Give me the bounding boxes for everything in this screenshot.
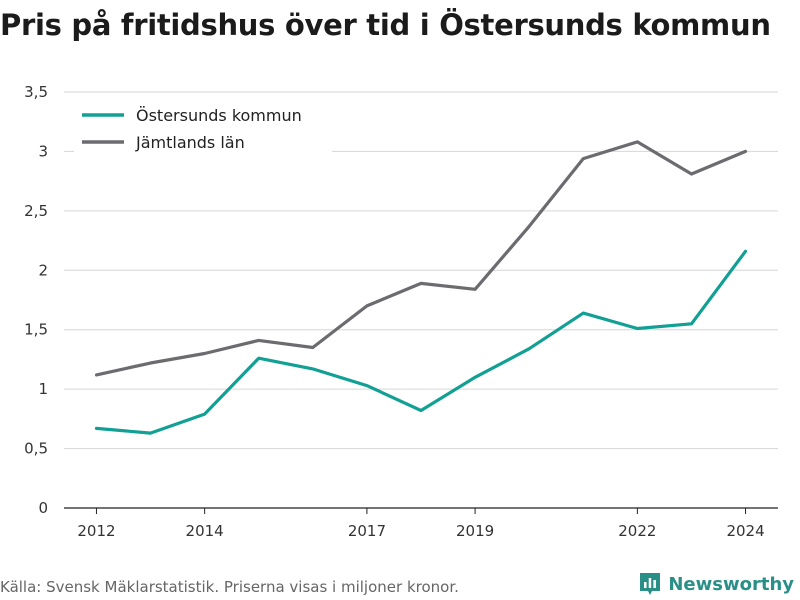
x-tick-label: 2017 bbox=[348, 522, 386, 540]
x-tick-label: 2024 bbox=[726, 522, 764, 540]
source-note: Källa: Svensk Mäklarstatistik. Priserna … bbox=[0, 578, 459, 596]
x-tick-label: 2019 bbox=[456, 522, 494, 540]
y-tick-label: 0,5 bbox=[24, 440, 48, 458]
grid-lines bbox=[64, 91, 778, 509]
y-tick-label: 1 bbox=[38, 380, 48, 398]
legend: Östersunds kommun Jämtlands län bbox=[74, 100, 332, 154]
chart-title: Pris på fritidshus över tid i Östersunds… bbox=[0, 8, 771, 42]
legend-background bbox=[74, 100, 332, 154]
legend-label: Östersunds kommun bbox=[136, 106, 302, 125]
legend-label: Jämtlands län bbox=[135, 133, 245, 152]
brand-logo[interactable]: Newsworthy bbox=[638, 569, 794, 599]
y-tick-label: 0 bbox=[38, 499, 48, 517]
y-axis-ticks: 0 0,5 1 1,5 2 2,5 3 3,5 bbox=[24, 83, 48, 517]
y-tick-label: 3,5 bbox=[24, 83, 48, 101]
series-line-ostersunds-kommun bbox=[94, 249, 748, 435]
y-tick-label: 1,5 bbox=[24, 321, 48, 339]
y-tick-label: 2,5 bbox=[24, 202, 48, 220]
x-tick-label: 2012 bbox=[77, 522, 115, 540]
y-tick-label: 2 bbox=[38, 261, 48, 279]
x-tick-label: 2022 bbox=[618, 522, 656, 540]
series-line-jamtlands-lan bbox=[94, 140, 748, 377]
brand-name: Newsworthy bbox=[668, 573, 794, 595]
series-lines bbox=[94, 140, 748, 435]
x-axis-ticks: 2012 2014 2017 2019 2022 2024 bbox=[77, 508, 765, 540]
x-tick-label: 2014 bbox=[186, 522, 224, 540]
y-tick-label: 3 bbox=[38, 142, 48, 160]
bar-chart-logo-icon bbox=[640, 573, 661, 595]
